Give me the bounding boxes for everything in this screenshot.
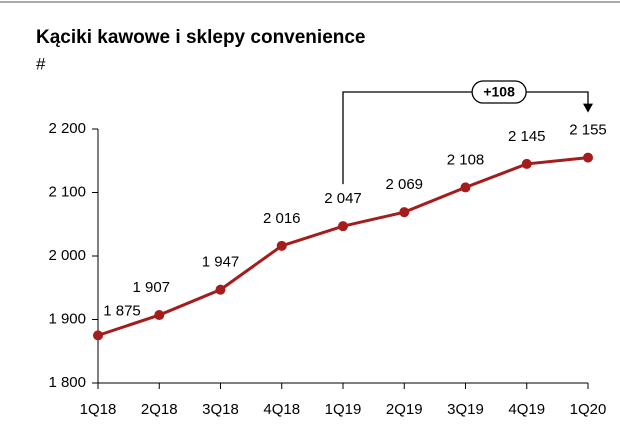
data-point (583, 152, 593, 163)
x-tick-label: 2Q19 (386, 401, 423, 418)
value-label: 1 947 (202, 254, 240, 271)
x-tick-label: 4Q19 (508, 401, 545, 418)
x-tick-label: 1Q19 (325, 401, 362, 418)
value-label: 1 875 (103, 302, 141, 319)
data-point (338, 221, 348, 232)
data-point (399, 207, 410, 218)
value-label: 2 145 (508, 128, 546, 145)
y-tick-label: 2 000 (48, 247, 86, 264)
data-point (460, 182, 471, 193)
y-tick-label: 2 200 (48, 120, 86, 137)
data-point (521, 158, 532, 169)
y-tick-label: 1 900 (48, 310, 86, 327)
annotation-arrow (583, 103, 593, 113)
y-tick-label: 2 100 (48, 183, 86, 200)
data-point (215, 284, 226, 295)
chart-title: Kąciki kawowe i sklepy convenience (36, 27, 366, 48)
value-label: 2 108 (447, 151, 485, 168)
x-tick-label: 4Q18 (263, 401, 300, 418)
x-tick-label: 1Q18 (80, 401, 117, 418)
value-label: 1 907 (132, 279, 170, 296)
value-label: 2 069 (385, 176, 423, 193)
value-label: 2 016 (263, 210, 301, 227)
value-label: 2 155 (569, 122, 607, 139)
annotation-bracket (342, 91, 589, 185)
data-point (93, 330, 103, 341)
data-point (276, 240, 287, 251)
data-point (154, 310, 165, 321)
x-tick-label: 3Q18 (202, 401, 239, 418)
data-line (97, 156, 589, 337)
annotation-label: +108 (483, 84, 515, 100)
value-label: 2 047 (324, 190, 362, 207)
x-tick-label: 1Q20 (570, 401, 607, 418)
annotation-box (471, 80, 527, 104)
x-tick-label: 2Q18 (141, 401, 178, 418)
chart-subtitle: # (36, 54, 46, 73)
x-tick-label: 3Q19 (447, 401, 484, 418)
y-tick-label: 1 800 (48, 374, 86, 391)
